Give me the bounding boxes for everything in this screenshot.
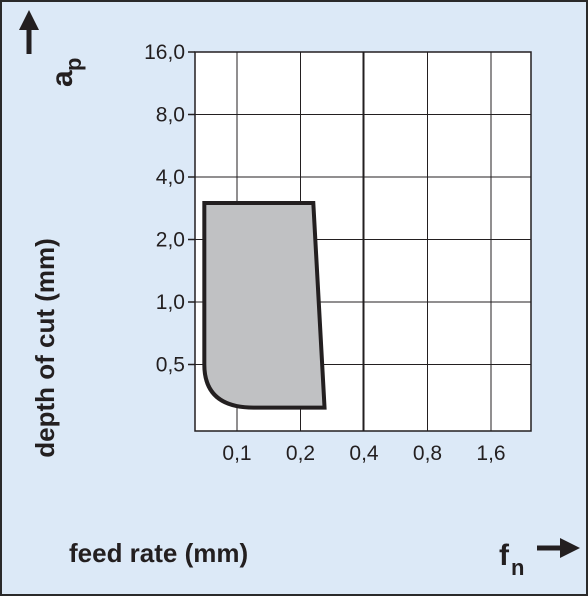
application-region (202, 200, 327, 410)
y-axis-title: depth of cut (mm) (30, 238, 60, 458)
y-tick-label: 8,0 (156, 104, 185, 127)
y-axis-symbol: a p (46, 58, 86, 87)
x-tick-labels: 0,1 0,2 0,4 0,8 1,6 (222, 442, 505, 465)
y-symbol-a: a (46, 70, 79, 87)
x-tick-label: 0,1 (222, 442, 251, 465)
y-tick-label: 1,0 (156, 291, 185, 314)
x-tick-label: 1,6 (476, 442, 505, 465)
x-axis-symbol: f n (499, 539, 524, 580)
x-tick-label: 0,8 (413, 442, 442, 465)
x-axis-arrow-icon (537, 538, 580, 558)
y-tick-labels: 0,5 1,0 2,0 4,0 8,0 16,0 (144, 41, 185, 377)
y-tick-label: 16,0 (144, 41, 185, 64)
x-tick-label: 0,2 (286, 442, 315, 465)
x-tick-label: 0,4 (349, 442, 379, 465)
x-axis-title: feed rate (mm) (69, 538, 248, 568)
y-tick-label: 0,5 (156, 354, 185, 377)
y-tick-label: 4,0 (156, 166, 185, 189)
x-symbol-sub: n (511, 555, 524, 580)
y-symbol-sub: p (61, 58, 86, 71)
x-symbol-f: f (499, 539, 510, 572)
plot-border (194, 51, 532, 432)
y-axis-arrow-icon (19, 10, 39, 54)
y-tick-label: 2,0 (156, 229, 185, 252)
